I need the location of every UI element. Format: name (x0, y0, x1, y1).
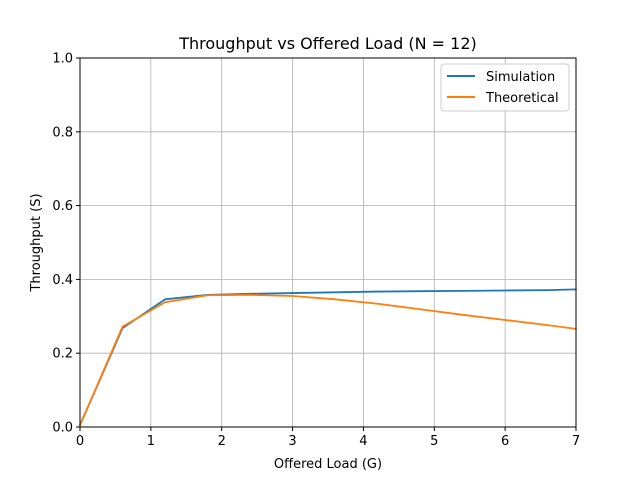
x-tick-label: 7 (572, 434, 580, 449)
x-tick-label: 4 (359, 434, 367, 449)
x-tick-label: 1 (147, 434, 155, 449)
y-tick-label: 0.0 (52, 421, 73, 436)
series-line-simulation (79, 288, 577, 427)
chart-title: Throughput vs Offered Load (N = 12) (178, 34, 477, 53)
series-lines (79, 288, 577, 427)
ticks: 0 1 2 3 4 5 6 7 0.0 0.2 0.4 0.6 0.8 1.0 (52, 52, 580, 450)
legend-label-theoretical: Theoretical (485, 91, 559, 106)
legend: Simulation Theoretical (440, 63, 570, 112)
y-axis-label: Throughput (S) (29, 193, 44, 292)
y-tick-label: 0.8 (52, 125, 73, 140)
y-tick-label: 0.6 (52, 199, 73, 214)
x-tick-label: 3 (288, 434, 296, 449)
x-tick-label: 0 (76, 434, 84, 449)
plot-frame (79, 57, 577, 428)
x-tick-label: 5 (430, 434, 438, 449)
y-tick-label: 0.4 (52, 273, 73, 288)
x-tick-label: 6 (501, 434, 509, 449)
y-tick-label: 0.2 (52, 347, 73, 362)
y-tick-label: 1.0 (52, 52, 73, 67)
x-tick-label: 2 (218, 434, 226, 449)
legend-label-simulation: Simulation (486, 70, 555, 85)
series-line-theoretical (79, 293, 577, 427)
x-axis-label: Offered Load (G) (274, 457, 382, 472)
plot-area (80, 58, 576, 427)
